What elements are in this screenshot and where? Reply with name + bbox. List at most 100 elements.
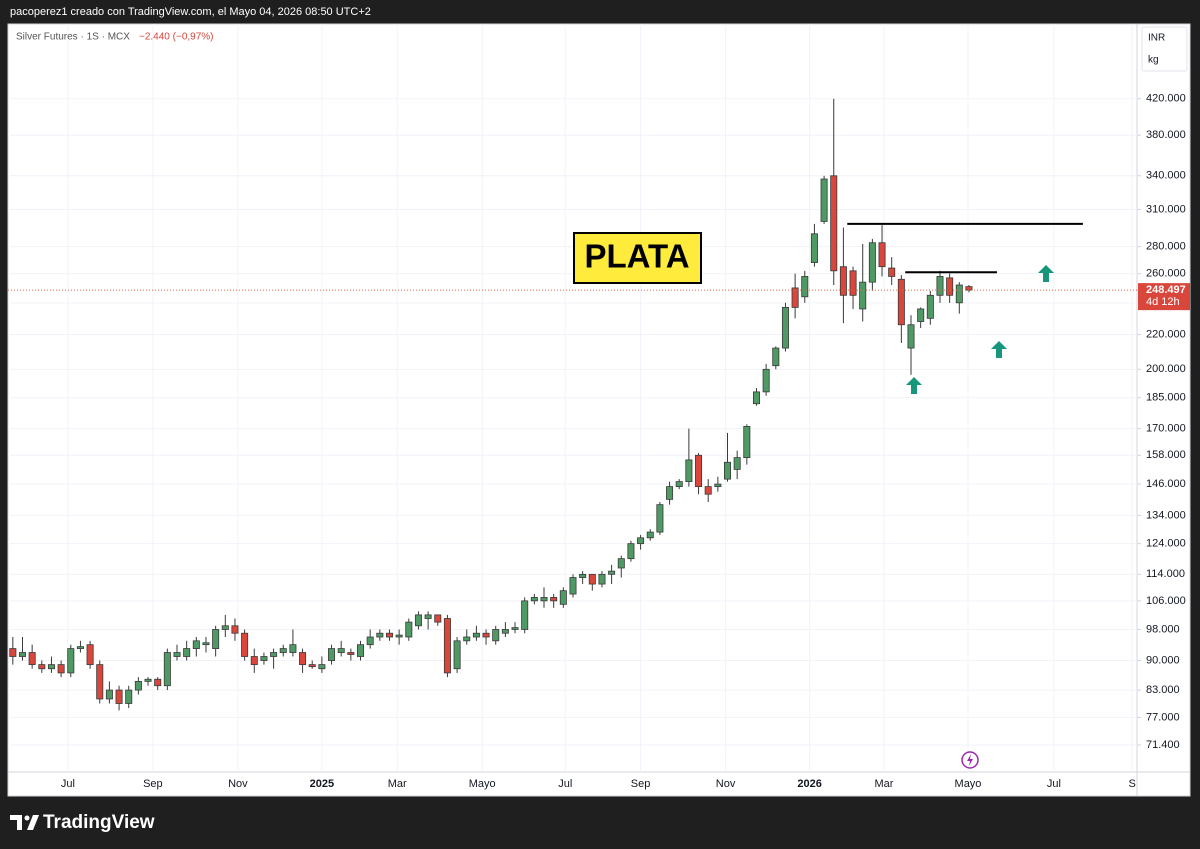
candle-body — [946, 277, 954, 296]
candle-body — [685, 459, 693, 483]
candle-body — [830, 175, 838, 272]
candle-body — [608, 570, 616, 575]
unit-box — [1141, 26, 1188, 72]
legend-change: −2.440 (−0,97%) — [139, 32, 214, 43]
candle-body — [849, 270, 857, 296]
candle-body — [472, 632, 480, 638]
candle-body — [772, 347, 780, 367]
x-tick-label: S — [1128, 778, 1135, 790]
candle-body — [134, 680, 142, 691]
candle-body — [714, 483, 722, 487]
y-tick-label: 90.000 — [1146, 654, 1180, 666]
candle-body — [299, 652, 307, 666]
candle-body — [588, 573, 596, 585]
candle-body — [221, 625, 229, 630]
legend-title: Silver Futures · 1S · MCX — [16, 32, 130, 43]
candle-body — [76, 646, 84, 649]
candle-body — [250, 656, 258, 666]
candle-body — [270, 652, 278, 657]
x-tick-label: Jul — [61, 778, 75, 790]
y-tick-label: 280.000 — [1146, 241, 1186, 253]
header-text: pacoperez1 creado con TradingView.com, e… — [10, 6, 371, 18]
x-tick-label: Sep — [631, 778, 651, 790]
candle-body — [724, 461, 732, 480]
candle-body — [926, 294, 934, 319]
candle-body — [86, 644, 94, 666]
candle-body — [733, 457, 741, 470]
candle-body — [965, 286, 973, 291]
x-tick-label: Jul — [558, 778, 572, 790]
logo-mark — [27, 815, 39, 830]
candle-body — [801, 276, 809, 298]
candle-body — [154, 678, 162, 687]
y-tick-label: 220.000 — [1146, 328, 1186, 340]
candle-body — [289, 644, 297, 653]
candle-body — [675, 481, 683, 487]
candle-body — [366, 636, 374, 646]
countdown: 4d 12h — [1146, 296, 1180, 308]
x-tick-label: Nov — [228, 778, 248, 790]
candle-body — [67, 648, 75, 674]
candle-body — [318, 664, 326, 670]
candle-body — [839, 266, 847, 296]
candle-body — [105, 689, 113, 700]
candle-body — [463, 636, 471, 642]
candle-body — [395, 634, 403, 638]
candle-body — [385, 632, 393, 638]
y-tick-label: 98.000 — [1146, 623, 1180, 635]
y-tick-label: 310.000 — [1146, 203, 1186, 215]
candle-body — [115, 689, 123, 704]
candle-body — [637, 537, 645, 545]
last-price-box — [1138, 283, 1190, 311]
candle-body — [704, 486, 712, 495]
candle-body — [743, 426, 751, 459]
candle-body — [791, 287, 799, 308]
candle-body — [357, 644, 365, 657]
candle-body — [28, 652, 36, 666]
arrow-up — [991, 341, 1007, 358]
y-tick-label: 380.000 — [1146, 129, 1186, 141]
x-tick-label: Mar — [388, 778, 407, 790]
arrow-up — [906, 377, 922, 394]
candle-body — [443, 618, 451, 674]
candle-body — [511, 627, 519, 630]
candle-body — [569, 577, 577, 595]
candle-body — [376, 632, 384, 638]
candle-body — [18, 652, 26, 657]
y-tick-label: 114.000 — [1146, 568, 1185, 580]
candle-body — [405, 621, 413, 638]
candle-body — [241, 632, 249, 657]
candle-body — [907, 324, 915, 349]
candle-body — [888, 267, 896, 277]
x-tick-label: 2025 — [310, 778, 334, 790]
unit: kg — [1148, 55, 1159, 66]
y-tick-label: 420.000 — [1146, 93, 1186, 105]
candle-body — [559, 590, 567, 605]
candle-body — [144, 678, 152, 682]
x-tick-label: Mayo — [469, 778, 496, 790]
candle-body — [646, 531, 654, 539]
candle-body — [897, 278, 905, 326]
y-tick-label: 83.000 — [1146, 684, 1180, 696]
candle-body — [96, 664, 104, 700]
candle-body — [57, 664, 65, 674]
candle-body — [695, 454, 703, 487]
logo-mark — [24, 815, 30, 821]
candle-body — [617, 558, 625, 569]
candle-body — [482, 632, 490, 638]
candle-body — [279, 648, 287, 653]
grid — [8, 24, 1137, 772]
candle-body — [424, 614, 432, 619]
candle-body — [328, 648, 336, 661]
candle-body — [260, 656, 268, 661]
candle-body — [666, 486, 674, 500]
candle-body — [501, 629, 509, 634]
y-tick-label: 170.000 — [1146, 422, 1186, 434]
plot — [8, 98, 1137, 711]
logo-mark — [10, 815, 22, 830]
candle-body — [752, 391, 760, 405]
candle-body — [955, 284, 963, 304]
y-tick-label: 340.000 — [1146, 170, 1186, 182]
